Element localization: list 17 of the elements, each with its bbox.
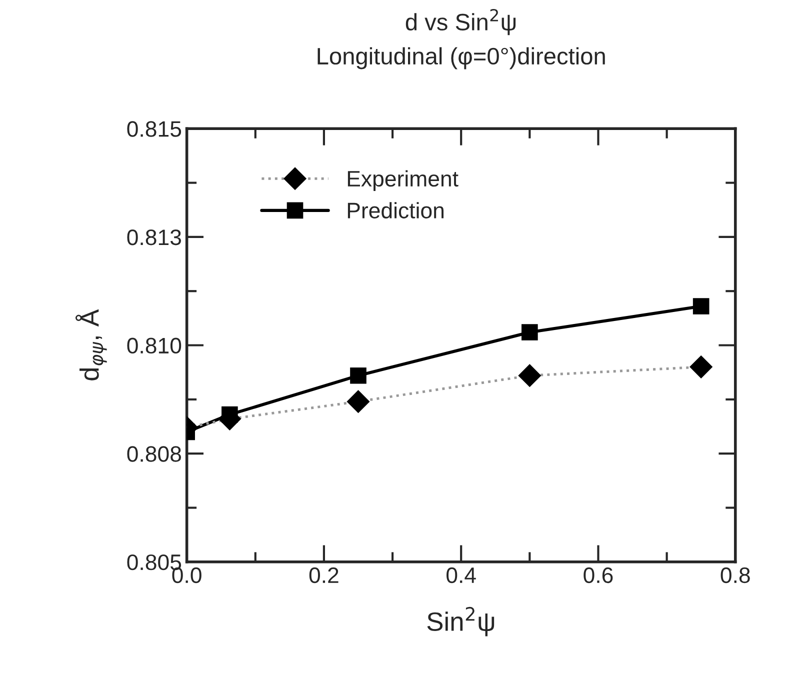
x-axis-title: Sin$^{2}$ψ (427, 606, 494, 636)
chart-subtitle: Longitudinal (φ=0°)direction (318, 47, 605, 70)
y-axis-title: d$_{φψ}$, Å (76, 309, 107, 380)
x-tick-label: 0.8 (720, 567, 750, 584)
y-tick-label: 0.810 (127, 338, 182, 354)
legend-label: Prediction (348, 202, 444, 218)
chart-title: d vs Sin$^{2}$ψ (406, 8, 516, 36)
x-tick-label: 0.6 (584, 567, 613, 584)
x-tick-label: 0.2 (309, 567, 338, 584)
y-tick-label: 0.813 (127, 229, 181, 246)
y-tick-label: 0.808 (127, 446, 182, 462)
point (350, 367, 366, 384)
point (522, 324, 538, 340)
point (692, 298, 710, 314)
x-tick-label: 0.4 (446, 567, 476, 584)
legend-label: Experiment (348, 170, 458, 192)
y-tick-label: 0.815 (127, 121, 182, 137)
